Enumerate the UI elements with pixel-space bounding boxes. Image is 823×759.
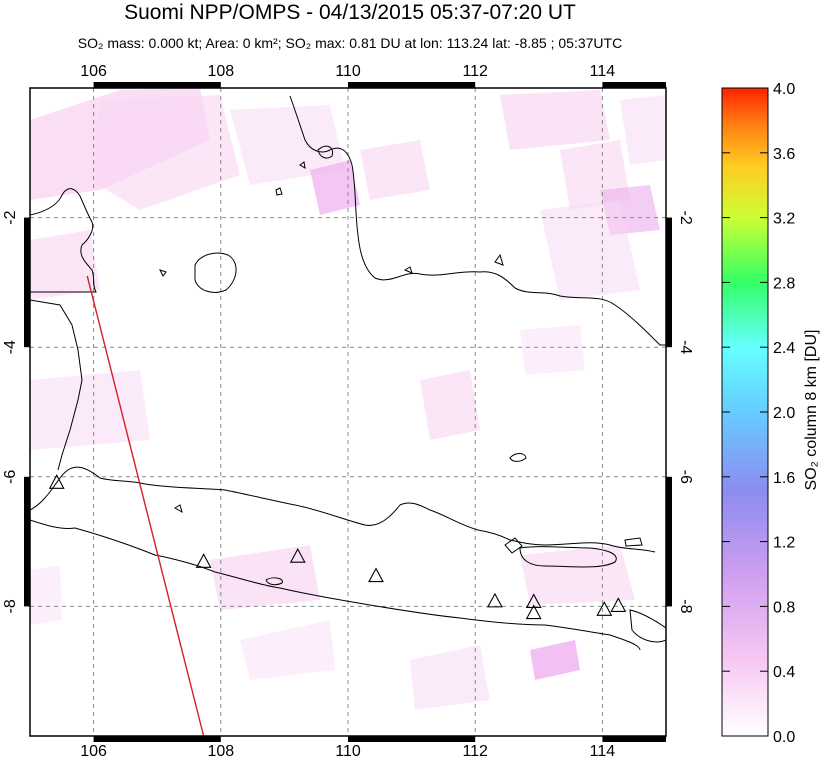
- islet: [624, 537, 643, 547]
- colorbar-tick-label: 3.6: [773, 146, 795, 163]
- lon-tick-label-top: 112: [462, 63, 488, 80]
- border-bar-left: [24, 217, 30, 348]
- islet: [317, 145, 334, 159]
- coastlines: [30, 95, 666, 651]
- map-title: Suomi NPP/OMPS - 04/13/2015 05:37-07:20 …: [124, 1, 576, 24]
- graticule: [30, 88, 666, 736]
- lon-tick-label-bottom: 110: [335, 743, 361, 759]
- colorbar-tick-label: 3.2: [773, 211, 795, 228]
- volcano-markers: [48, 474, 627, 620]
- lon-tick-label-top: 114: [590, 63, 616, 80]
- volcano-icon: [610, 597, 627, 612]
- border-bar-right: [666, 476, 672, 607]
- lon-tick-label-bottom: 108: [207, 743, 234, 759]
- islet: [275, 187, 283, 196]
- volcano-icon: [195, 553, 212, 568]
- border-bar-top: [93, 82, 221, 88]
- lat-tick-label-right: -4: [677, 340, 694, 354]
- colorbar-tick-label: 0.0: [773, 729, 795, 746]
- lon-tick-label-top: 108: [207, 63, 234, 80]
- islet: [174, 504, 183, 514]
- lat-tick-label-left: -8: [2, 599, 19, 613]
- colorbar-tick-label: 2.4: [773, 340, 795, 357]
- colorbar-tick-label: 4.0: [773, 81, 795, 98]
- lat-tick-label-left: -4: [2, 340, 19, 354]
- border-bar-left: [24, 476, 30, 607]
- tick-labels: 106 106 108 108 110 110 112 112 114 114 -2 -2 -4 -4 -6…: [2, 63, 694, 759]
- islet: [265, 577, 283, 586]
- islet: [494, 253, 504, 266]
- sumatra-south-coast: [30, 299, 83, 471]
- volcano-icon: [525, 593, 542, 609]
- lat-tick-label-right: -2: [677, 210, 694, 224]
- java-south-coast: [30, 519, 641, 651]
- volcano-icon: [289, 547, 306, 563]
- madura-coast: [519, 546, 617, 568]
- colorbar-tick-label: 0.8: [773, 599, 795, 616]
- border-bar-bottom: [602, 736, 666, 742]
- sumatra-coast: [30, 188, 97, 293]
- lat-tick-label-right: -8: [677, 599, 694, 613]
- belitung-coast: [194, 252, 237, 293]
- lat-tick-label-left: -6: [2, 470, 19, 484]
- border-scale-bars: [24, 82, 672, 742]
- lon-tick-label-top: 110: [335, 63, 361, 80]
- colorbar-tick-label: 0.4: [773, 664, 795, 681]
- colorbar-title: SO₂ column 8 km [DU]: [803, 329, 820, 491]
- bali-coast: [629, 609, 666, 643]
- so2-max-marker: [504, 537, 523, 554]
- border-bar-top: [602, 82, 666, 88]
- java-north-coast: [30, 466, 656, 553]
- map-subtitle: SO₂ mass: 0.000 kt; Area: 0 km²; SO₂ max…: [77, 35, 623, 51]
- lat-tick-label-right: -6: [677, 470, 694, 484]
- lon-tick-label-top: 106: [80, 63, 107, 80]
- islet: [299, 161, 306, 169]
- borneo-coast: [289, 95, 666, 346]
- colorbar-tick-label: 2.8: [773, 275, 795, 292]
- lon-tick-label-bottom: 106: [80, 743, 107, 759]
- colorbar-tick-label: 2.0: [773, 405, 795, 422]
- border-bar-right: [666, 217, 672, 348]
- volcano-icon: [48, 474, 65, 489]
- lon-tick-label-bottom: 114: [590, 743, 616, 759]
- colorbar-tick-label: 1.2: [773, 535, 795, 552]
- colorbar-ticks: 4.0 3.6 3.2 2.8 2.4 2.0 1.6 1.2 0.8 0.4 0.0: [722, 81, 795, 746]
- islet: [509, 453, 527, 462]
- lon-tick-label-bottom: 112: [462, 743, 488, 759]
- islet: [403, 266, 413, 274]
- border-bar-top: [348, 82, 476, 88]
- islet: [159, 269, 167, 277]
- border-bar-bottom: [348, 736, 476, 742]
- orbit-track: [86, 275, 205, 737]
- volcano-icon: [368, 567, 384, 583]
- volcano-icon: [486, 592, 503, 608]
- border-bar-bottom: [93, 736, 221, 742]
- volcano-icon: [596, 601, 613, 616]
- lat-tick-label-left: -2: [2, 210, 19, 224]
- volcano-icon: [525, 604, 542, 620]
- colorbar-tick-label: 1.6: [773, 470, 795, 487]
